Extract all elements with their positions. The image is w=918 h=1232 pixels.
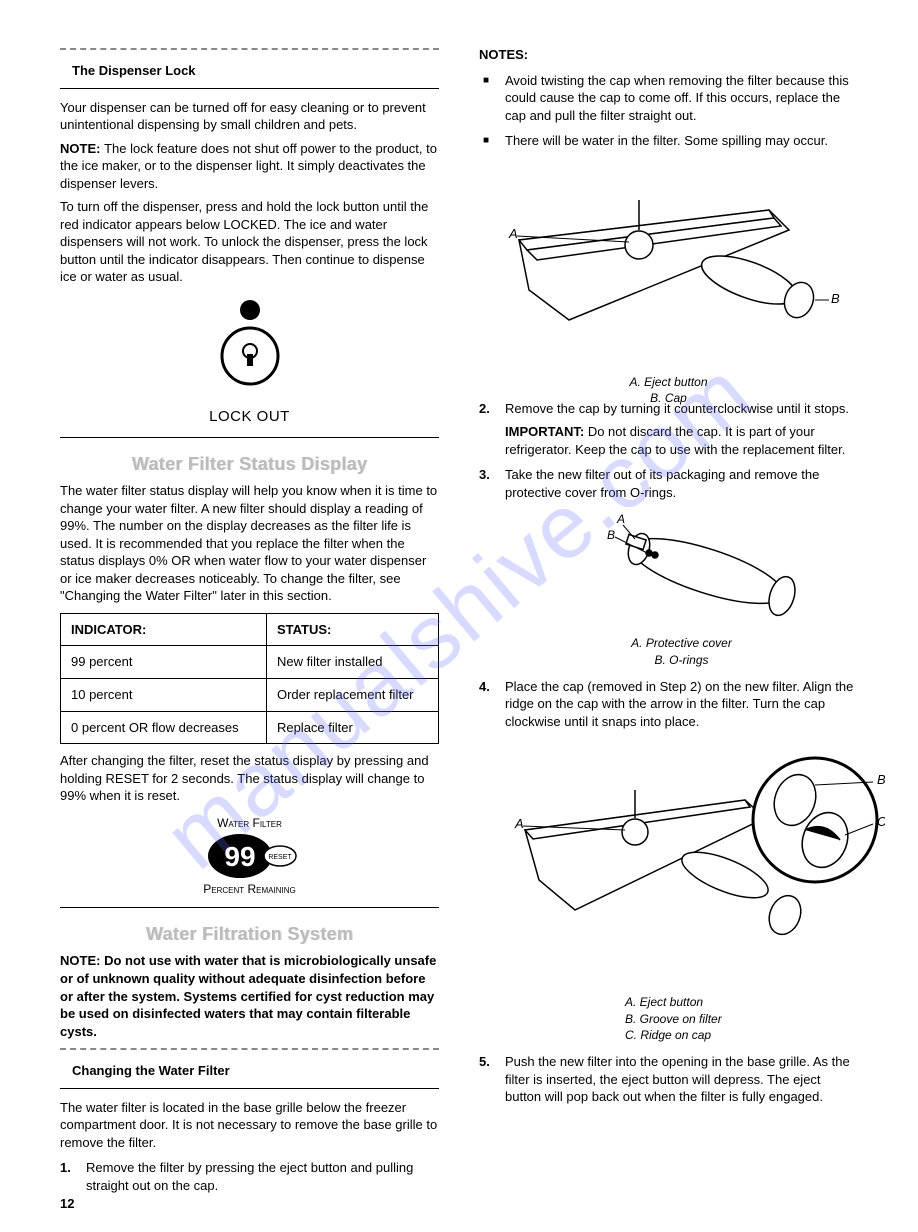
table-cell: Replace filter bbox=[266, 711, 438, 744]
caption-line: B. Groove on filter bbox=[625, 1011, 858, 1027]
dispenser-lock-heading: The Dispenser Lock bbox=[60, 58, 439, 84]
caption-line: C. Ridge on cap bbox=[625, 1027, 858, 1043]
svg-text:A: A bbox=[616, 512, 625, 526]
figure-3: A B C A. Eject button B. Groove on filte… bbox=[505, 740, 858, 1043]
step-list: Remove the filter by pressing the eject … bbox=[60, 1159, 439, 1194]
right-column: NOTES: Avoid twisting the cap when remov… bbox=[479, 40, 858, 1202]
divider bbox=[60, 907, 439, 908]
important-label: IMPORTANT: bbox=[505, 424, 588, 439]
body-text: To turn off the dispenser, press and hol… bbox=[60, 198, 439, 286]
badge-top-label: Water Filter bbox=[60, 815, 439, 831]
badge-bottom-label: Percent Remaining bbox=[60, 881, 439, 897]
svg-text:C: C bbox=[877, 814, 885, 829]
lockout-diagram: LOCK OUT bbox=[60, 296, 439, 427]
caption-line: A. Protective cover bbox=[505, 635, 858, 651]
notes-list: Avoid twisting the cap when removing the… bbox=[479, 72, 858, 150]
divider bbox=[60, 88, 439, 89]
divider bbox=[60, 48, 439, 50]
body-text: The water filter status display will hel… bbox=[60, 482, 439, 605]
step-item: Push the new filter into the opening in … bbox=[479, 1053, 858, 1106]
note-text: Do not use with water that is microbiolo… bbox=[60, 953, 436, 1038]
changing-filter-heading: Changing the Water Filter bbox=[60, 1058, 439, 1084]
body-text: After changing the filter, reset the sta… bbox=[60, 752, 439, 805]
table-row: 10 percent Order replacement filter bbox=[61, 679, 439, 712]
caption-line: A. Eject button bbox=[625, 994, 858, 1010]
step-item: Take the new filter out of its packaging… bbox=[479, 466, 858, 667]
notes-heading: NOTES: bbox=[479, 46, 858, 64]
divider bbox=[60, 1048, 439, 1050]
filter-badge-diagram: Water Filter 99 RESET Percent Remaining bbox=[60, 815, 439, 897]
page-number: 12 bbox=[60, 1195, 74, 1213]
body-text: NOTE: Do not use with water that is micr… bbox=[60, 952, 439, 1040]
caption-line: B. O-rings bbox=[505, 652, 858, 668]
note-item: There will be water in the filter. Some … bbox=[479, 132, 858, 150]
table-cell: Order replacement filter bbox=[266, 679, 438, 712]
table-header-row: INDICATOR: STATUS: bbox=[61, 613, 439, 646]
divider bbox=[60, 1088, 439, 1089]
figure-1: A B A. Eject button B. Cap bbox=[479, 160, 858, 390]
caption-line: A. Eject button bbox=[479, 374, 858, 390]
svg-text:B: B bbox=[877, 772, 885, 787]
note-item: Avoid twisting the cap when removing the… bbox=[479, 72, 858, 125]
divider bbox=[60, 437, 439, 438]
table-cell: 0 percent OR flow decreases bbox=[61, 711, 267, 744]
step-item: Remove the cap by turning it countercloc… bbox=[479, 400, 858, 459]
table-row: 0 percent OR flow decreases Replace filt… bbox=[61, 711, 439, 744]
filter-status-table: INDICATOR: STATUS: 99 percent New filter… bbox=[60, 613, 439, 744]
svg-text:B: B bbox=[607, 528, 615, 542]
figure-caption: A. Eject button B. Groove on filter C. R… bbox=[625, 994, 858, 1043]
svg-text:99: 99 bbox=[224, 841, 255, 872]
step-text: Place the cap (removed in Step 2) on the… bbox=[505, 679, 853, 729]
body-text: IMPORTANT: Do not discard the cap. It is… bbox=[505, 423, 858, 458]
table-cell: 99 percent bbox=[61, 646, 267, 679]
filter-status-heading: Water Filter Status Display bbox=[60, 452, 439, 476]
figure-2: A B A. Protective cover B. O-rings bbox=[505, 511, 858, 667]
note-label: NOTE: bbox=[60, 953, 104, 968]
lockout-label: LOCK OUT bbox=[60, 407, 439, 427]
body-text: Your dispenser can be turned off for eas… bbox=[60, 99, 439, 134]
step-text: Remove the cap by turning it countercloc… bbox=[505, 401, 849, 416]
svg-text:B: B bbox=[831, 291, 840, 306]
table-cell: New filter installed bbox=[266, 646, 438, 679]
step-list: Remove the cap by turning it countercloc… bbox=[479, 400, 858, 1106]
body-text: NOTE: The lock feature does not shut off… bbox=[60, 140, 439, 193]
svg-text:A: A bbox=[508, 226, 518, 241]
figure-caption: A. Protective cover B. O-rings bbox=[505, 635, 858, 667]
step-text: Take the new filter out of its packaging… bbox=[505, 467, 819, 500]
table-row: 99 percent New filter installed bbox=[61, 646, 439, 679]
note-text: The lock feature does not shut off power… bbox=[60, 141, 437, 191]
table-header: INDICATOR: bbox=[61, 613, 267, 646]
table-cell: 10 percent bbox=[61, 679, 267, 712]
left-column: The Dispenser Lock Your dispenser can be… bbox=[60, 40, 439, 1202]
svg-text:RESET: RESET bbox=[268, 854, 292, 861]
step-item: Remove the filter by pressing the eject … bbox=[60, 1159, 439, 1194]
filtration-heading: Water Filtration System bbox=[60, 922, 439, 946]
svg-text:A: A bbox=[514, 816, 524, 831]
page-columns: The Dispenser Lock Your dispenser can be… bbox=[60, 40, 858, 1202]
table-header: STATUS: bbox=[266, 613, 438, 646]
step-item: Place the cap (removed in Step 2) on the… bbox=[479, 678, 858, 1043]
note-label: NOTE: bbox=[60, 141, 104, 156]
body-text: The water filter is located in the base … bbox=[60, 1099, 439, 1152]
